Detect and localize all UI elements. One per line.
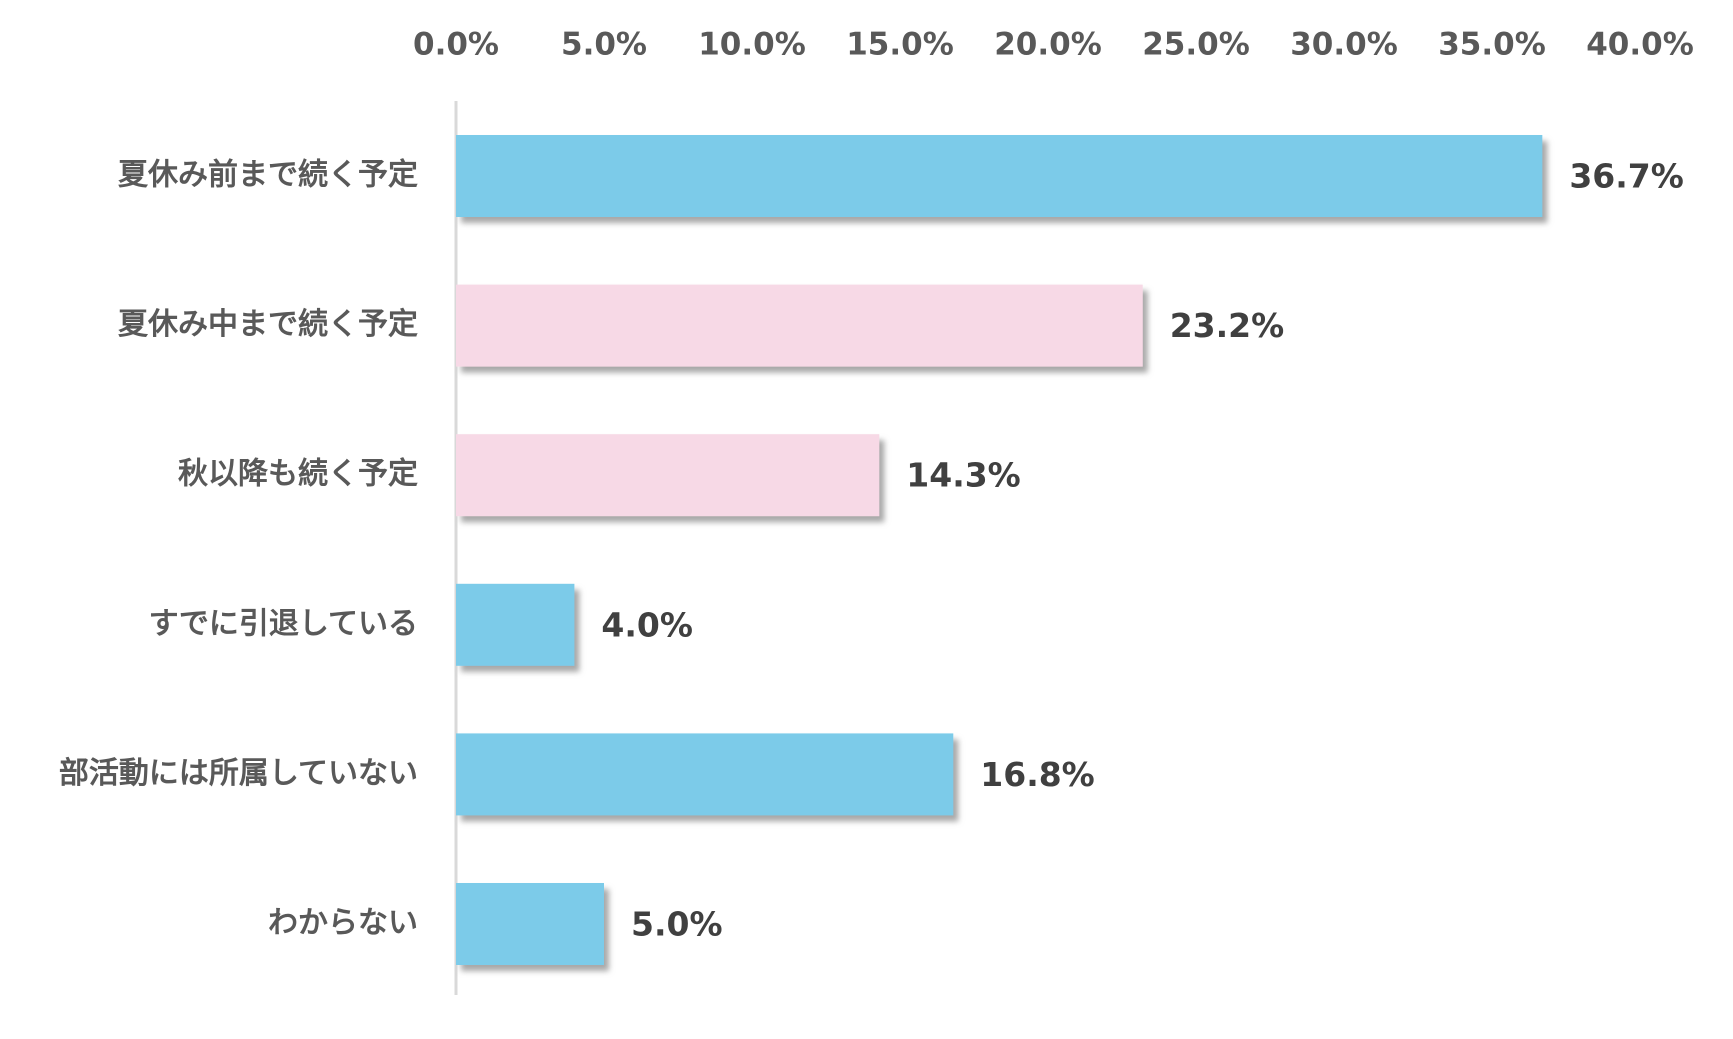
category-label: 夏休み中まで続く予定 (118, 307, 418, 342)
category-label: わからない (268, 906, 418, 941)
data-labels: 36.7% 23.2% 14.3% 4.0% 16.8% 5.0% (601, 157, 1683, 944)
bar (456, 135, 1543, 217)
x-tick-label: 35.0% (1438, 27, 1546, 63)
data-label: 16.8% (980, 755, 1095, 794)
x-tick-label: 10.0% (698, 27, 806, 63)
bar (456, 583, 575, 666)
x-tick-label: 5.0% (561, 27, 647, 63)
x-axis-ticks: 0.0% 5.0% 10.0% 15.0% 20.0% 25.0% 30.0% 35.0% 40… (413, 27, 1694, 63)
x-tick-label: 0.0% (413, 27, 499, 63)
bar (456, 434, 880, 517)
category-label: すでに引退している (149, 606, 418, 641)
bar (456, 284, 1143, 367)
data-label: 14.3% (906, 456, 1021, 495)
bar (456, 733, 954, 816)
category-label: 秋以降も続く予定 (178, 457, 418, 492)
x-tick-label: 25.0% (1142, 27, 1250, 63)
x-tick-label: 40.0% (1586, 27, 1694, 63)
x-tick-label: 30.0% (1290, 27, 1398, 63)
x-tick-label: 20.0% (994, 27, 1102, 63)
x-tick-label: 15.0% (846, 27, 954, 63)
bar (456, 883, 604, 965)
data-label: 5.0% (631, 905, 723, 944)
data-label: 23.2% (1170, 306, 1285, 345)
data-label: 36.7% (1569, 157, 1684, 196)
bars (456, 135, 1543, 965)
category-labels: 夏休み前まで続く予定夏休み中まで続く予定秋以降も続く予定すでに引退している部活動… (59, 158, 418, 941)
data-label: 4.0% (601, 605, 693, 644)
category-label: 夏休み前まで続く予定 (118, 158, 418, 193)
category-label: 部活動には所属していない (59, 756, 418, 791)
